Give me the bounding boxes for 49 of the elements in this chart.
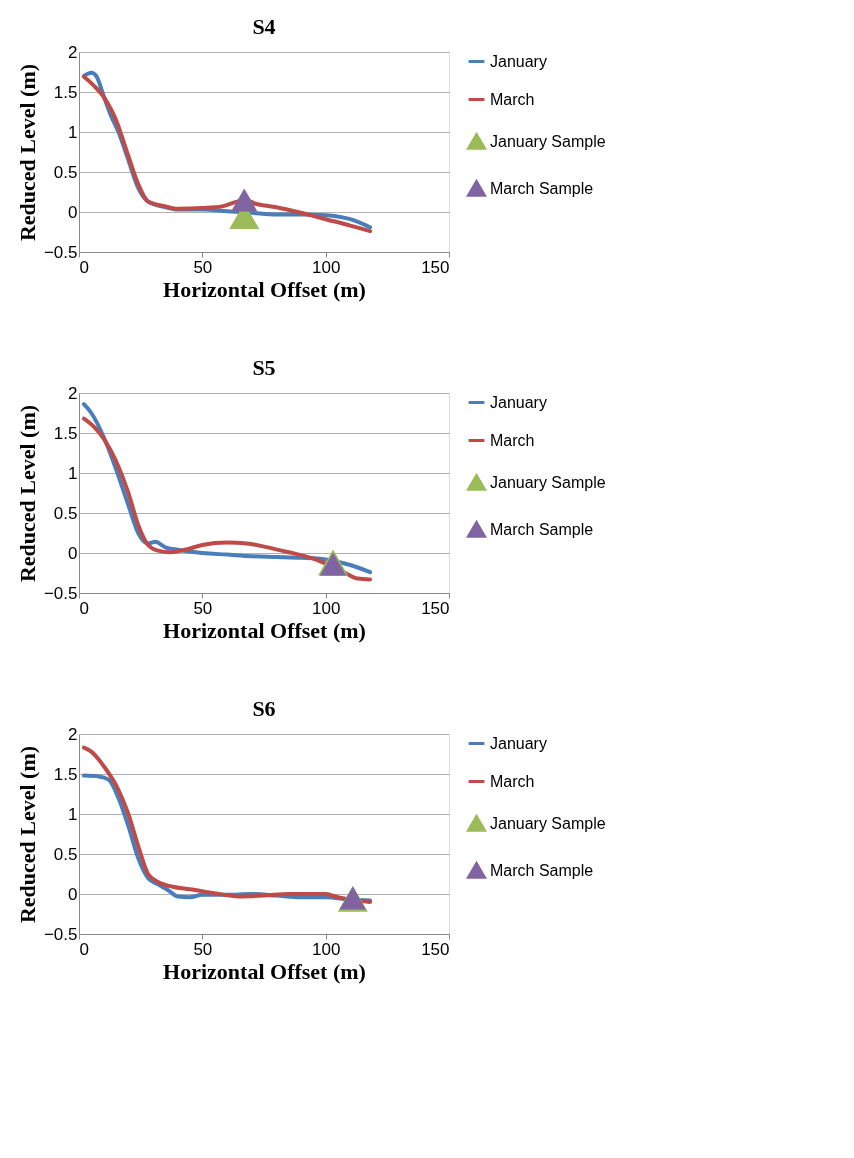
y-tick-label: −0.5 <box>43 924 78 944</box>
legend-label: January <box>490 734 547 752</box>
x-tick-label: 100 <box>311 939 341 959</box>
x-tick-label: 150 <box>421 257 450 277</box>
y-tick-label: 1 <box>68 122 78 142</box>
legend-label: January <box>490 393 547 411</box>
legend-label: January Sample <box>490 473 606 491</box>
x-tick-label: 50 <box>193 598 213 618</box>
x-axis-title: Horizontal Offset (m) <box>163 276 366 302</box>
chart-title: S6 <box>252 696 276 721</box>
y-tick-label: −0.5 <box>43 242 78 262</box>
y-tick-label: 0 <box>68 884 78 904</box>
legend-label: March Sample <box>490 520 594 538</box>
y-tick-label: 1 <box>68 804 78 824</box>
y-tick-label: 1 <box>68 463 78 483</box>
legend-label: March Sample <box>490 861 594 879</box>
x-tick-label: 150 <box>421 939 450 959</box>
legend-label: January Sample <box>490 132 606 150</box>
y-tick-label: 0 <box>68 543 78 563</box>
y-axis-title: Reduced Level (m) <box>14 745 40 924</box>
legend-label: March <box>490 90 535 108</box>
y-axis-title: Reduced Level (m) <box>14 404 40 583</box>
chart-title: S5 <box>252 355 276 380</box>
y-axis-title: Reduced Level (m) <box>14 63 40 242</box>
y-tick-label: 1.5 <box>53 423 78 443</box>
line-series <box>81 745 373 904</box>
x-tick-label: 100 <box>311 257 341 277</box>
chart-title: S4 <box>252 14 276 39</box>
y-tick-label: 1.5 <box>53 764 78 784</box>
y-tick-label: 0.5 <box>53 844 78 864</box>
legend-label: March <box>490 431 535 449</box>
y-tick-label: 2 <box>68 724 78 744</box>
x-tick-label: 50 <box>193 257 213 277</box>
y-tick-label: 2 <box>68 42 78 62</box>
x-tick-label: 100 <box>311 598 341 618</box>
legend-label: March <box>490 772 535 790</box>
y-tick-label: 2 <box>68 383 78 403</box>
x-axis-title: Horizontal Offset (m) <box>163 617 366 643</box>
y-tick-label: 0.5 <box>53 503 78 523</box>
x-tick-label: 50 <box>193 939 213 959</box>
y-tick-label: −0.5 <box>43 583 78 603</box>
y-tick-label: 0.5 <box>53 162 78 182</box>
legend-label: March Sample <box>490 179 594 197</box>
x-tick-label: 150 <box>421 598 450 618</box>
x-axis-title: Horizontal Offset (m) <box>163 958 366 984</box>
legend-label: January Sample <box>490 814 606 832</box>
y-tick-label: 1.5 <box>53 82 78 102</box>
y-tick-label: 0 <box>68 202 78 222</box>
legend-label: January <box>490 52 547 70</box>
